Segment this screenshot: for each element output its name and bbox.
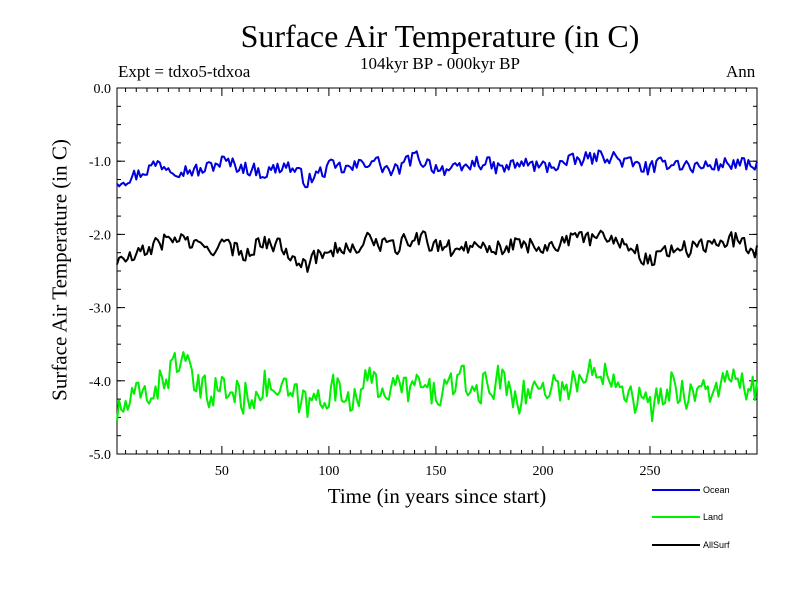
chart-subtitle: 104kyr BP - 000kyr BP — [360, 54, 520, 73]
legend-label-ocean: Ocean — [703, 485, 730, 495]
x-tick-label: 200 — [532, 464, 553, 479]
y-tick-label: -2.0 — [89, 228, 111, 243]
x-tick-label: 250 — [639, 464, 660, 479]
y-tick-label: -4.0 — [89, 375, 111, 390]
x-tick-label: 100 — [318, 464, 339, 479]
y-tick-label: -3.0 — [89, 302, 111, 317]
legend-label-land: Land — [703, 512, 723, 522]
chart-title: Surface Air Temperature (in C) — [240, 18, 640, 54]
season-label: Ann — [726, 62, 756, 81]
experiment-label: Expt = tdxo5-tdxoa — [118, 62, 251, 81]
series-line-allsurf — [116, 229, 758, 273]
y-tick-label: -1.0 — [89, 155, 111, 170]
y-tick-label: 0.0 — [94, 82, 112, 97]
legend-label-allsurf: AllSurf — [703, 540, 730, 550]
x-tick-label: 150 — [425, 464, 446, 479]
series-line-land — [116, 351, 758, 423]
x-axis-label: Time (in years since start) — [327, 484, 547, 508]
y-tick-label: -5.0 — [89, 448, 111, 463]
series-line-ocean — [116, 149, 758, 189]
x-tick-label: 50 — [215, 464, 229, 479]
